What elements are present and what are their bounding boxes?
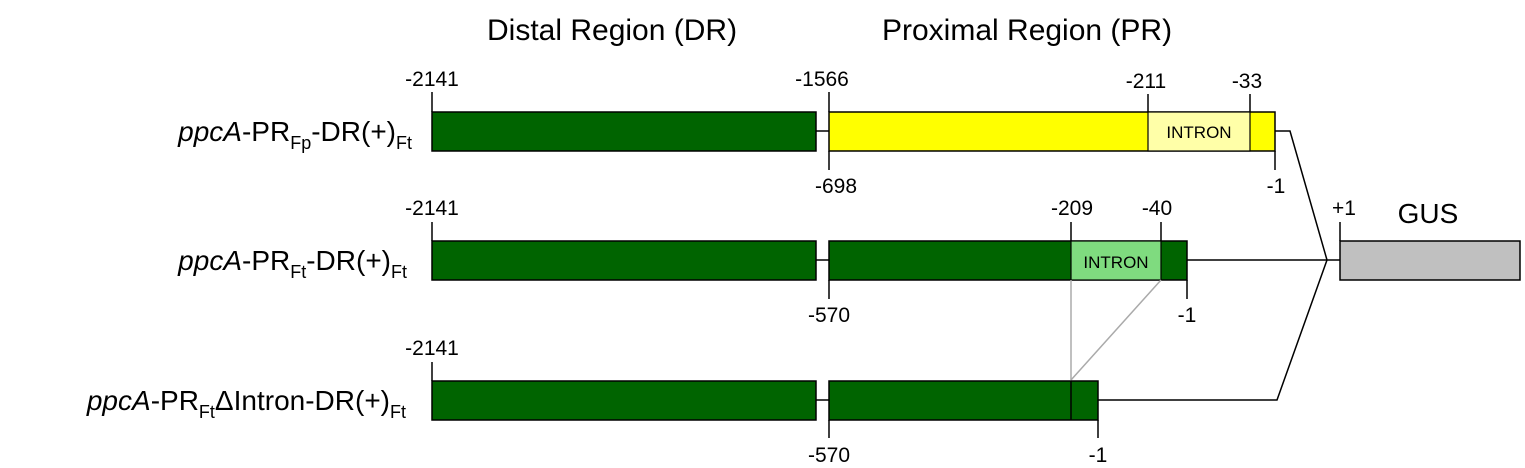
construct-2-distal-region-box (431, 240, 817, 281)
construct-1-to-gus-line (1275, 130, 1328, 261)
construct-2-intron-end-label: -40 (1142, 197, 1172, 220)
gus-start-label: +1 (1332, 197, 1356, 220)
gus-reporter: +1 GUS (1327, 197, 1521, 281)
construct-1-intron-end-label: -33 (1232, 70, 1262, 93)
construct-3-proximal-region-box (828, 380, 1099, 421)
construct-1-pr-start-label: -698 (815, 175, 857, 198)
construct-3-to-gus-line (1098, 259, 1328, 401)
distal-region-header: Distal Region (DR) (487, 14, 737, 47)
construct-1-pr-end-label: -1 (1267, 175, 1286, 198)
construct-1-intron-box (1147, 111, 1251, 152)
construct-3-dr-start-label: -2141 (405, 337, 459, 360)
construct-2-pr-start-label: -570 (808, 304, 850, 327)
construct-2-pr-end-label: -1 (1178, 304, 1197, 327)
construct-3-pr-end-label: -1 (1089, 444, 1108, 467)
construct-1-dr-start-label: -2141 (405, 68, 459, 91)
construct-1-dr-end-label: -1566 (795, 68, 849, 91)
construct-3: ppcA-PRFtΔIntron-DR(+)Ft -2141 -570 -1 (86, 259, 1328, 467)
construct-3-label: ppcA-PRFtΔIntron-DR(+)Ft (86, 385, 406, 422)
construct-1: ppcA-PRFp-DR(+)Ft -2141 -1566 INTRON -21… (177, 68, 1328, 261)
construct-1-intron-label: INTRON (1166, 123, 1231, 142)
gus-box (1339, 240, 1521, 281)
construct-2: ppcA-PRFt-DR(+)Ft -2141 INTRON -209 -40 … (177, 197, 1327, 327)
construct-2-dr-start-label: -2141 (405, 197, 459, 220)
deletion-line-right (1070, 279, 1162, 381)
construct-1-distal-region-box (431, 111, 817, 152)
gus-label: GUS (1398, 198, 1459, 229)
construct-1-label: ppcA-PRFp-DR(+)Ft (177, 116, 412, 153)
construct-3-pr-start-label: -570 (808, 444, 850, 467)
construct-3-distal-region-box (431, 380, 817, 421)
construct-2-intron-label: INTRON (1083, 253, 1148, 272)
construct-1-intron-start-label: -211 (1126, 70, 1166, 93)
construct-2-label: ppcA-PRFt-DR(+)Ft (177, 245, 407, 282)
construct-2-intron-box (1070, 240, 1162, 281)
construct-2-intron-start-label: -209 (1051, 197, 1093, 220)
proximal-region-header: Proximal Region (PR) (882, 14, 1172, 47)
